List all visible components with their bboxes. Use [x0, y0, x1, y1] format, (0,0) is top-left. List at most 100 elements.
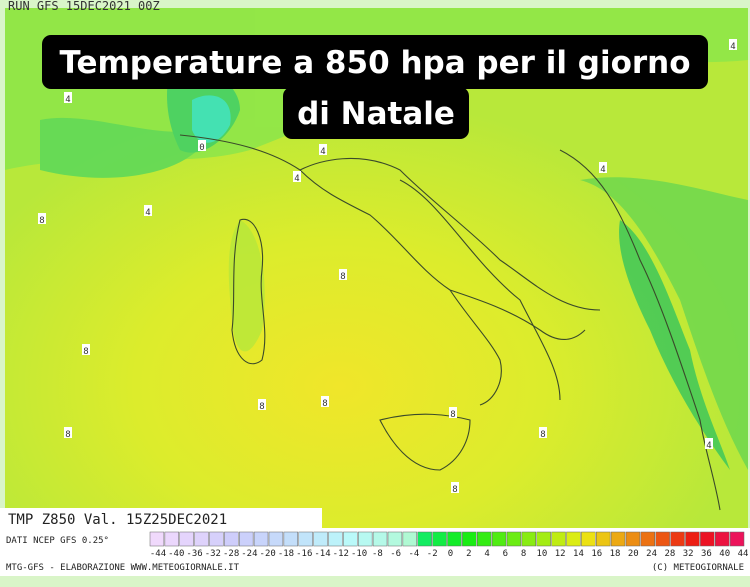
scale-label: 0	[448, 549, 453, 559]
contour-label: 8	[540, 430, 545, 440]
scale-label: -40	[168, 549, 184, 559]
scale-label: -32	[205, 549, 221, 559]
contour-label: 4	[65, 95, 70, 105]
scale-swatch	[670, 531, 685, 547]
contour-label: 8	[259, 402, 264, 412]
scale-label: 44	[738, 549, 749, 559]
scale-label: -12	[333, 549, 349, 559]
contour-label-bg	[198, 140, 206, 151]
scale-label: -18	[278, 549, 294, 559]
scale-label: -20	[260, 549, 276, 559]
scale-swatch	[655, 531, 670, 547]
scale-swatch	[149, 531, 165, 547]
scale-swatch	[685, 531, 700, 547]
contour-label: 8	[83, 347, 88, 357]
scale-label: 24	[646, 549, 657, 559]
scale-label: 18	[610, 549, 621, 559]
scale-swatch	[328, 531, 343, 547]
contour-label: 0	[199, 143, 204, 153]
scale-swatch	[417, 531, 432, 547]
scale-swatch	[194, 531, 209, 547]
scale-swatch	[402, 531, 417, 547]
field-box	[0, 508, 322, 530]
scale-swatch	[551, 531, 566, 547]
scale-label: 20	[628, 549, 639, 559]
scale-swatch	[640, 531, 655, 547]
scale-swatch	[179, 531, 194, 547]
scale-label: 40	[719, 549, 730, 559]
contour-label: 4	[600, 165, 605, 175]
scale-swatch	[477, 531, 492, 547]
scale-swatch	[506, 531, 522, 547]
scale-label: -4	[409, 549, 420, 559]
scale-swatch	[432, 531, 447, 547]
contour-label-bg	[64, 427, 72, 438]
scale-label: 16	[591, 549, 602, 559]
scale-label: 32	[683, 549, 694, 559]
scale-label: -6	[390, 549, 401, 559]
contour-label: 8	[340, 272, 345, 282]
scale-label: 10	[536, 549, 547, 559]
contour-label: 4	[730, 42, 735, 52]
scale-swatch	[239, 531, 254, 547]
contour-label-bg	[449, 407, 457, 418]
scale-swatch	[625, 531, 641, 547]
scale-swatch	[729, 531, 745, 547]
contour-label-bg	[539, 427, 547, 438]
caption-line: di Natale	[297, 96, 455, 132]
credit-label: MTG-GFS - ELABORAZIONE WWW.METEOGIORNALE…	[6, 563, 240, 573]
contour-label: 4	[706, 441, 711, 451]
scale-label: 28	[664, 549, 675, 559]
scale-label: -8	[372, 549, 383, 559]
contour-labels: 4 0 4 4 4 8 4 4 8 8 8 8 8 8 8 8 4	[38, 39, 737, 495]
scale-swatch	[253, 531, 269, 547]
contour-label-bg	[705, 438, 713, 449]
scale-swatch	[358, 531, 373, 547]
scale-swatch	[566, 531, 581, 547]
contour-label: 8	[450, 410, 455, 420]
caption-line: Temperature a 850 hpa per il giorno	[59, 45, 690, 81]
scale-swatch	[581, 531, 596, 547]
scale-swatch	[521, 531, 536, 547]
scale-label: 6	[503, 549, 508, 559]
contour-label-bg	[144, 205, 152, 216]
scale-swatch	[610, 531, 626, 547]
contour-label: 8	[322, 399, 327, 409]
contour-label: 4	[294, 174, 299, 184]
field-label: TMP Z850 Val. 15Z25DEC2021	[8, 512, 227, 528]
contour-label-bg	[38, 213, 46, 224]
scale-label: 2	[466, 549, 471, 559]
coastlines	[179, 134, 721, 511]
scale-label: 36	[701, 549, 712, 559]
contour-label-bg	[599, 162, 607, 173]
scale-label: -10	[351, 549, 367, 559]
scale-swatch	[447, 531, 462, 547]
scale-swatch	[164, 531, 179, 547]
contour-label-bg	[339, 269, 347, 280]
scale-swatch	[268, 531, 284, 547]
scale-swatch	[372, 531, 388, 547]
scale-swatch	[283, 531, 298, 547]
scale-label: -14	[314, 549, 330, 559]
contour-label-bg	[258, 399, 266, 410]
run-label: RUN GFS 15DEC2021 00Z	[8, 0, 160, 13]
contour-label: 8	[39, 216, 44, 226]
contour-label-bg	[321, 396, 329, 407]
scale-label: -16	[296, 549, 312, 559]
scale-swatch	[387, 531, 403, 547]
contour-label: 8	[452, 485, 457, 495]
scale-label: -28	[223, 549, 239, 559]
scale-label: -24	[241, 549, 257, 559]
scale-swatch	[209, 531, 224, 547]
scale-swatch	[298, 531, 313, 547]
contour-label: 4	[320, 147, 325, 157]
contour-label-bg	[451, 482, 459, 493]
scale-label: 4	[484, 549, 489, 559]
scale-label: -2	[427, 549, 438, 559]
copyright-label: (C) METEOGIORNALE	[652, 563, 744, 573]
contour-label-bg	[729, 39, 737, 50]
contour-label-bg	[82, 344, 90, 355]
scale-swatch	[224, 531, 239, 547]
